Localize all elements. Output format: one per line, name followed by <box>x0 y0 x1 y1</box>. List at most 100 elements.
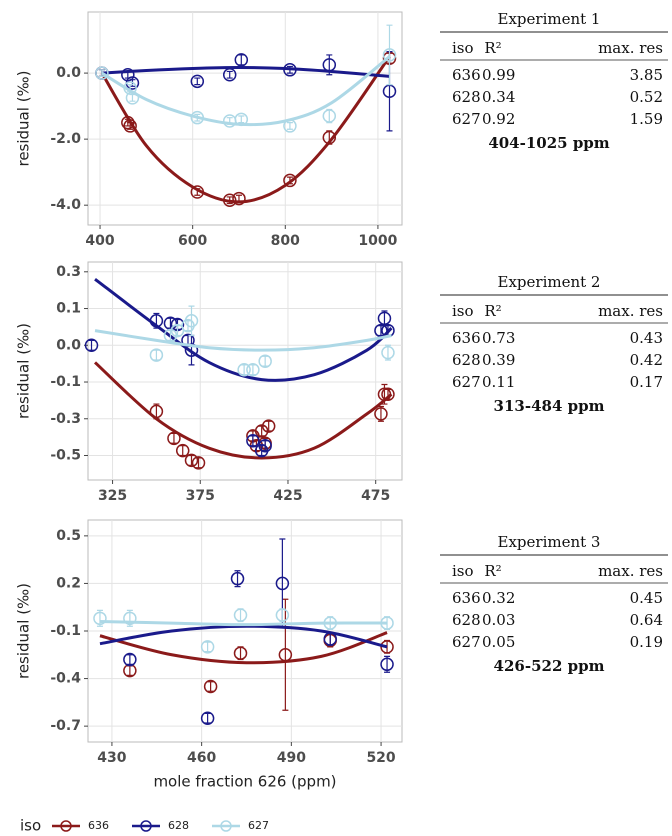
point <box>322 58 337 72</box>
point <box>167 431 181 446</box>
error-bar <box>286 122 293 130</box>
point <box>190 185 205 199</box>
point <box>374 407 388 421</box>
error-bar <box>286 65 293 74</box>
table-header: R² <box>484 562 501 580</box>
y-tick-label: -4.0 <box>50 197 81 213</box>
point <box>121 115 135 130</box>
table-cell: 0.34 <box>482 88 515 106</box>
point <box>121 67 135 82</box>
table-cell: 627 <box>452 633 481 651</box>
point <box>200 640 215 654</box>
point <box>191 456 206 470</box>
point <box>93 611 107 626</box>
error-bar <box>226 70 233 79</box>
table-header: max. res <box>598 302 663 320</box>
x-tick-label: 325 <box>98 488 127 504</box>
point <box>222 67 237 82</box>
error-bar <box>194 188 201 196</box>
error-bar <box>207 681 214 692</box>
table-cell: 636 <box>452 66 481 84</box>
point <box>322 109 337 123</box>
x-tick-label: 430 <box>97 750 126 766</box>
error-bar <box>204 712 211 724</box>
table-cell: 0.64 <box>630 611 663 629</box>
error-bar <box>226 117 233 125</box>
legend-title: iso <box>20 817 41 835</box>
x-axis-title: mole fraction 626 (ppm) <box>153 773 336 791</box>
point <box>123 611 137 626</box>
x-tick-label: 600 <box>178 233 207 249</box>
y-axis-title: residual (‰) <box>15 70 33 166</box>
table-header: iso <box>452 562 474 580</box>
point <box>234 112 249 127</box>
table-footer: 404-1025 ppm <box>488 134 609 152</box>
point <box>261 419 276 433</box>
y-tick-label: -0.5 <box>50 448 81 464</box>
error-bar <box>238 115 245 124</box>
point <box>149 404 164 419</box>
fit-curve <box>99 631 388 665</box>
y-tick-label: -2.0 <box>50 131 81 147</box>
point <box>381 387 395 402</box>
table-cell: 636 <box>452 329 481 347</box>
error-bar <box>204 641 211 653</box>
point <box>149 348 164 362</box>
legend-label: 636 <box>88 819 109 832</box>
table-cell: 0.05 <box>482 633 515 651</box>
y-tick-label: 0.5 <box>56 528 81 544</box>
point <box>184 453 199 468</box>
table-header: max. res <box>598 562 663 580</box>
error-bar <box>153 312 160 329</box>
x-tick-label: 490 <box>277 750 306 766</box>
point <box>123 652 137 667</box>
x-tick-label: 800 <box>271 233 300 249</box>
y-tick-label: 0.2 <box>56 575 81 591</box>
table-cell: 0.39 <box>482 351 515 369</box>
y-tick-label: -0.1 <box>50 374 81 390</box>
table-cell: 628 <box>452 88 481 106</box>
point <box>237 363 251 377</box>
point <box>149 314 164 328</box>
fit-curve <box>94 329 392 352</box>
point <box>323 616 337 630</box>
table-cell: 0.73 <box>482 329 515 347</box>
point <box>125 91 140 105</box>
table-cell: 0.03 <box>482 611 515 629</box>
point <box>123 119 137 133</box>
table-footer: 313-484 ppm <box>494 397 605 415</box>
y-tick-label: -0.7 <box>50 718 81 734</box>
point <box>377 311 392 326</box>
error-bar <box>127 122 134 130</box>
x-tick-label: 460 <box>187 750 216 766</box>
legend-swatch <box>60 820 72 832</box>
fit-curve <box>99 619 388 627</box>
error-bar <box>282 598 289 711</box>
x-tick-label: 400 <box>85 233 114 249</box>
y-axis-title: residual (‰) <box>15 583 33 679</box>
y-tick-label: 0.1 <box>56 301 81 317</box>
error-bar <box>286 176 293 185</box>
point <box>381 345 395 360</box>
error-bar <box>194 113 201 122</box>
point <box>203 679 218 694</box>
point <box>246 434 260 448</box>
error-bar <box>126 654 133 665</box>
table-cell: 0.92 <box>482 110 515 128</box>
error-bar <box>194 77 201 86</box>
point <box>190 110 205 125</box>
point <box>322 130 337 145</box>
point <box>275 608 290 622</box>
point <box>184 314 199 328</box>
table-title: Experiment 3 <box>498 533 601 551</box>
table-cell: 0.32 <box>482 589 515 607</box>
point <box>123 81 137 95</box>
point <box>246 363 260 377</box>
point <box>234 53 249 67</box>
table-header: iso <box>452 302 474 320</box>
fit-curve <box>101 65 390 78</box>
legend-label: 627 <box>248 819 269 832</box>
table-cell: 1.59 <box>630 110 663 128</box>
plot-area <box>87 261 403 481</box>
point <box>190 74 205 89</box>
